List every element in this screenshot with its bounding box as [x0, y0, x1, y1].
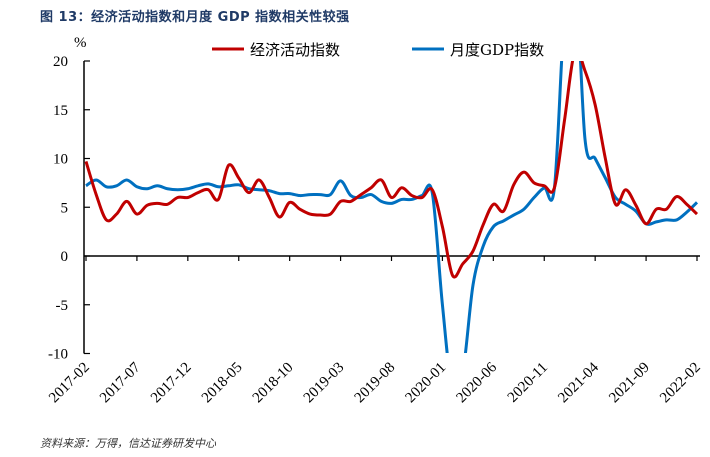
x-tick-label: 2019-08: [352, 360, 399, 407]
x-tick-label: 2021-04: [555, 359, 602, 406]
y-tick-label: 0: [61, 249, 69, 265]
legend-label-0: 经济活动指数: [250, 41, 340, 59]
chart-title: 图 13：经济活动指数和月度 GDP 指数相关性较强: [40, 10, 350, 25]
x-tick-label: 2018-05: [199, 360, 246, 407]
x-tick-label: 2020-11: [505, 360, 551, 406]
x-tick-label: 2020-01: [403, 360, 450, 407]
legend-label-1: 月度GDP指数: [450, 41, 544, 59]
series-line-0: [84, 61, 699, 279]
legend: 经济活动指数 月度GDP指数: [212, 41, 544, 59]
x-tick-label: 2018-10: [250, 360, 297, 407]
y-tick-label: 20: [53, 54, 68, 70]
y-tick-label: 5: [61, 200, 69, 216]
x-tick-label: 2022-02: [657, 360, 704, 407]
x-tick-label: 2017-02: [46, 360, 93, 407]
y-axis-unit: %: [74, 35, 87, 51]
y-tick-label: -10: [48, 347, 68, 363]
x-tick-label: 2021-09: [606, 360, 653, 407]
x-tick-label: 2020-06: [453, 359, 500, 406]
source-note: 资料来源：万得，信达证券研发中心: [40, 437, 216, 450]
x-tick-label: 2019-03: [301, 360, 348, 407]
x-tick-label: 2017-12: [148, 360, 195, 407]
y-tick-label: 10: [53, 152, 68, 168]
y-tick-label: -5: [56, 298, 69, 314]
y-tick-label: 15: [53, 103, 68, 119]
x-tick-label: 2017-07: [97, 359, 144, 406]
series-line-1: [85, 61, 699, 353]
